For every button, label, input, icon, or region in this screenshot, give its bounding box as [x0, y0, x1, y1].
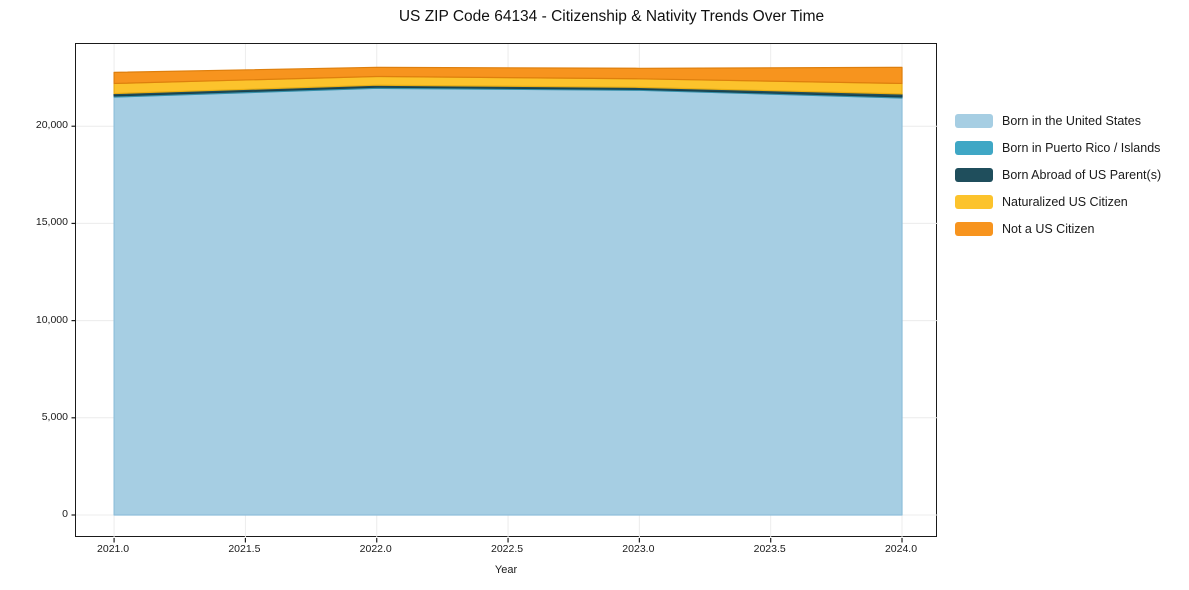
legend-item: Not a US Citizen — [955, 215, 1161, 242]
y-tick-label: 5,000 — [41, 410, 68, 423]
area-not-a-us-citizen — [113, 66, 903, 85]
legend-label: Born Abroad of US Parent(s) — [1002, 167, 1162, 182]
legend-item: Naturalized US Citizen — [955, 188, 1161, 215]
x-tick-label: 2022.0 — [359, 543, 392, 555]
legend-item: Born in the United States — [955, 107, 1161, 134]
area-born-in-the-united-states — [113, 87, 903, 516]
y-tick-label: 20,000 — [35, 119, 68, 132]
chart-title: US ZIP Code 64134 - Citizenship & Nativi… — [398, 8, 825, 25]
y-tick-label: 10,000 — [35, 313, 68, 326]
legend: Born in the United States Born in Puerto … — [955, 107, 1161, 242]
legend-swatch — [955, 221, 993, 236]
legend-label: Born in the United States — [1002, 113, 1141, 128]
legend-item: Born in Puerto Rico / Islands — [955, 134, 1161, 161]
y-tick-label: 15,000 — [35, 216, 68, 229]
x-tick-label: 2023.0 — [622, 543, 655, 555]
legend-swatch — [955, 113, 993, 128]
legend-item: Born Abroad of US Parent(s) — [955, 161, 1161, 188]
legend-label: Naturalized US Citizen — [1002, 194, 1128, 209]
plot-area — [71, 43, 938, 543]
legend-swatch — [955, 140, 993, 155]
legend-swatch — [955, 167, 993, 182]
x-tick-label: 2021.0 — [97, 543, 130, 555]
x-tick-label: 2022.5 — [490, 543, 524, 555]
y-tick-label: 0 — [62, 508, 68, 520]
x-tick-label: 2021.5 — [228, 543, 261, 555]
x-tick-label: 2024.0 — [884, 543, 918, 555]
legend-label: Born in Puerto Rico / Islands — [1002, 140, 1161, 155]
legend-swatch — [955, 194, 993, 209]
x-axis-label: Year — [494, 564, 518, 576]
legend-label: Not a US Citizen — [1002, 221, 1095, 236]
x-tick-label: 2023.5 — [753, 543, 786, 555]
chart-svg — [71, 44, 938, 543]
